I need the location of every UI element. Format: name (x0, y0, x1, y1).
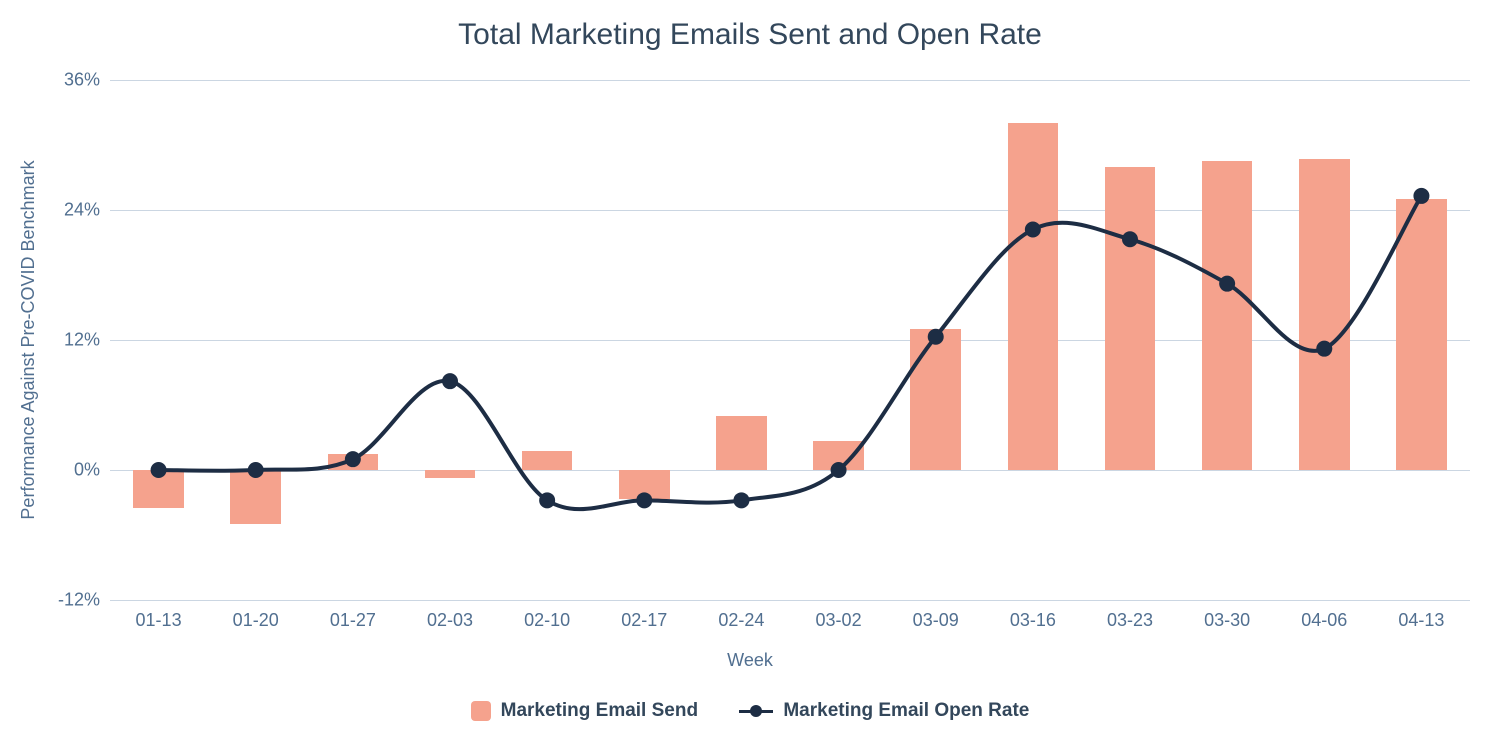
line-marker (1316, 341, 1332, 357)
plot-area (110, 80, 1470, 600)
x-tick-label: 02-10 (524, 610, 570, 631)
legend-label-line: Marketing Email Open Rate (783, 700, 1029, 722)
x-tick-label: 02-17 (621, 610, 667, 631)
line-marker (151, 462, 167, 478)
line-marker (248, 462, 264, 478)
y-tick-label: 36% (10, 70, 100, 91)
legend-swatch-bar-icon (471, 701, 491, 721)
x-tick-label: 01-13 (136, 610, 182, 631)
x-tick-label: 03-09 (913, 610, 959, 631)
x-tick-label: 01-20 (233, 610, 279, 631)
line-marker (733, 492, 749, 508)
x-tick-label: 02-03 (427, 610, 473, 631)
x-tick-label: 03-02 (816, 610, 862, 631)
line-series (110, 80, 1470, 600)
line-marker (1122, 231, 1138, 247)
line-marker (442, 373, 458, 389)
x-tick-label: 03-16 (1010, 610, 1056, 631)
chart-title: Total Marketing Emails Sent and Open Rat… (0, 18, 1500, 52)
legend-swatch-line-icon (739, 701, 773, 721)
legend-item-bar: Marketing Email Send (471, 700, 698, 722)
gridline (110, 600, 1470, 601)
y-tick-label: 0% (10, 460, 100, 481)
legend: Marketing Email Send Marketing Email Ope… (0, 700, 1500, 727)
line-marker (539, 492, 555, 508)
legend-item-line: Marketing Email Open Rate (739, 700, 1029, 722)
line-marker (1413, 188, 1429, 204)
x-tick-label: 03-23 (1107, 610, 1153, 631)
chart-container: Total Marketing Emails Sent and Open Rat… (0, 0, 1500, 750)
x-tick-label: 04-13 (1398, 610, 1444, 631)
line-marker (1219, 276, 1235, 292)
line-marker (345, 451, 361, 467)
x-tick-label: 02-24 (718, 610, 764, 631)
line-marker (1025, 222, 1041, 238)
line-marker (928, 329, 944, 345)
legend-label-bar: Marketing Email Send (501, 700, 698, 722)
x-tick-label: 01-27 (330, 610, 376, 631)
y-tick-label: 12% (10, 330, 100, 351)
y-tick-label: -12% (10, 590, 100, 611)
x-tick-label: 03-30 (1204, 610, 1250, 631)
line-marker (831, 462, 847, 478)
y-tick-label: 24% (10, 200, 100, 221)
x-axis-title: Week (0, 650, 1500, 671)
line-marker (636, 492, 652, 508)
x-tick-label: 04-06 (1301, 610, 1347, 631)
